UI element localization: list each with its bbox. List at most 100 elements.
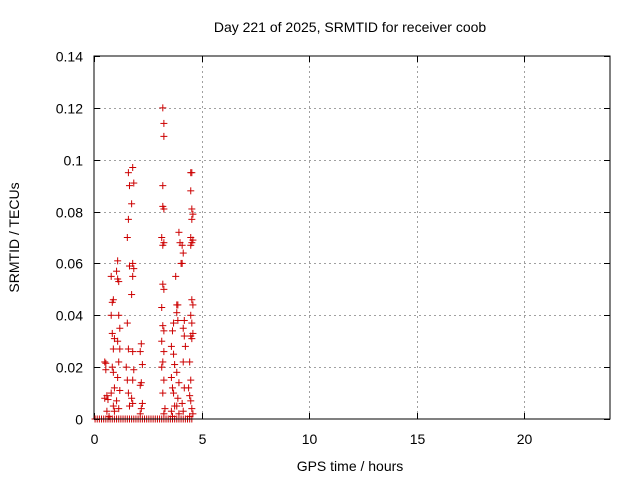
x-tick-label: 0: [91, 431, 99, 447]
data-point: [124, 345, 132, 353]
data-point: [137, 340, 145, 348]
data-point: [172, 272, 180, 280]
data-point: [173, 402, 181, 410]
data-point: [160, 119, 168, 127]
data-point: [175, 228, 183, 236]
data-point: [115, 311, 123, 319]
data-point: [130, 366, 138, 374]
data-point: [158, 304, 166, 312]
data-point: [109, 345, 117, 353]
data-point: [107, 272, 115, 280]
data-points: [91, 104, 197, 423]
data-point: [160, 205, 168, 213]
data-point: [129, 163, 137, 171]
data-point: [180, 316, 188, 324]
data-point: [101, 394, 109, 402]
data-point: [173, 309, 181, 317]
data-point: [159, 358, 167, 366]
data-point: [186, 358, 194, 366]
data-point: [175, 410, 183, 418]
y-tick-label: 0.08: [56, 205, 83, 221]
data-point: [158, 337, 166, 345]
data-point: [116, 324, 124, 332]
data-point: [128, 200, 136, 208]
data-point: [159, 389, 167, 397]
data-point: [179, 407, 187, 415]
data-point: [108, 363, 116, 371]
data-point: [167, 374, 175, 382]
data-point: [113, 267, 121, 275]
data-point: [159, 182, 167, 190]
data-point: [115, 358, 123, 366]
data-point: [160, 348, 168, 356]
data-point: [103, 407, 111, 415]
data-point: [179, 249, 187, 257]
chart-title: Day 221 of 2025, SRMTID for receiver coo…: [214, 19, 487, 35]
y-axis-label: SRMTID / TECUs: [6, 182, 22, 292]
data-point: [175, 379, 183, 387]
x-axis-label: GPS time / hours: [297, 458, 404, 474]
data-point: [170, 319, 178, 327]
data-point: [188, 405, 196, 413]
data-point: [107, 311, 115, 319]
data-point: [170, 350, 178, 358]
data-point: [168, 327, 176, 335]
data-point: [167, 342, 175, 350]
data-point: [107, 389, 115, 397]
data-point: [161, 405, 169, 413]
data-point: [137, 405, 145, 413]
data-point: [136, 410, 144, 418]
data-point: [115, 278, 123, 286]
data-point: [160, 327, 168, 335]
data-point: [160, 376, 168, 384]
data-point: [179, 324, 187, 332]
data-point: [178, 259, 186, 267]
data-point: [188, 296, 196, 304]
data-point: [128, 394, 136, 402]
data-point: [189, 301, 197, 309]
y-tick-label: 0.1: [64, 153, 84, 169]
data-point: [128, 291, 136, 299]
data-point: [129, 376, 137, 384]
data-point: [186, 392, 194, 400]
x-tick-label: 15: [410, 431, 426, 447]
y-tick-label: 0.14: [56, 49, 83, 65]
x-tick-label: 10: [302, 431, 318, 447]
data-point: [159, 241, 167, 249]
data-point: [125, 182, 133, 190]
data-point: [159, 280, 167, 288]
data-point: [114, 374, 122, 382]
data-point: [115, 405, 123, 413]
data-point: [114, 257, 122, 265]
x-tick-label: 20: [517, 431, 533, 447]
data-point: [123, 234, 131, 241]
data-point: [187, 311, 195, 319]
data-point: [159, 322, 167, 330]
data-point: [178, 399, 186, 407]
data-point: [124, 389, 132, 397]
data-point: [124, 215, 132, 223]
data-point: [129, 272, 137, 280]
y-tick-label: 0.02: [56, 360, 83, 376]
data-point: [158, 234, 166, 241]
data-point: [173, 368, 181, 376]
data-point: [110, 384, 118, 392]
data-point: [109, 368, 117, 376]
data-point: [167, 407, 175, 415]
y-tick-label: 0: [75, 412, 83, 428]
data-point: [158, 363, 166, 371]
data-point: [168, 384, 176, 392]
data-point: [138, 399, 146, 407]
data-point: [122, 363, 130, 371]
data-point: [136, 348, 144, 356]
data-point: [185, 384, 193, 392]
data-point: [124, 169, 132, 177]
data-point: [159, 104, 167, 112]
data-point: [113, 397, 121, 405]
data-point: [187, 187, 195, 195]
data-point: [180, 332, 188, 340]
data-point: [130, 179, 138, 187]
data-point: [160, 285, 168, 293]
data-point: [136, 381, 144, 389]
data-point: [108, 329, 116, 337]
